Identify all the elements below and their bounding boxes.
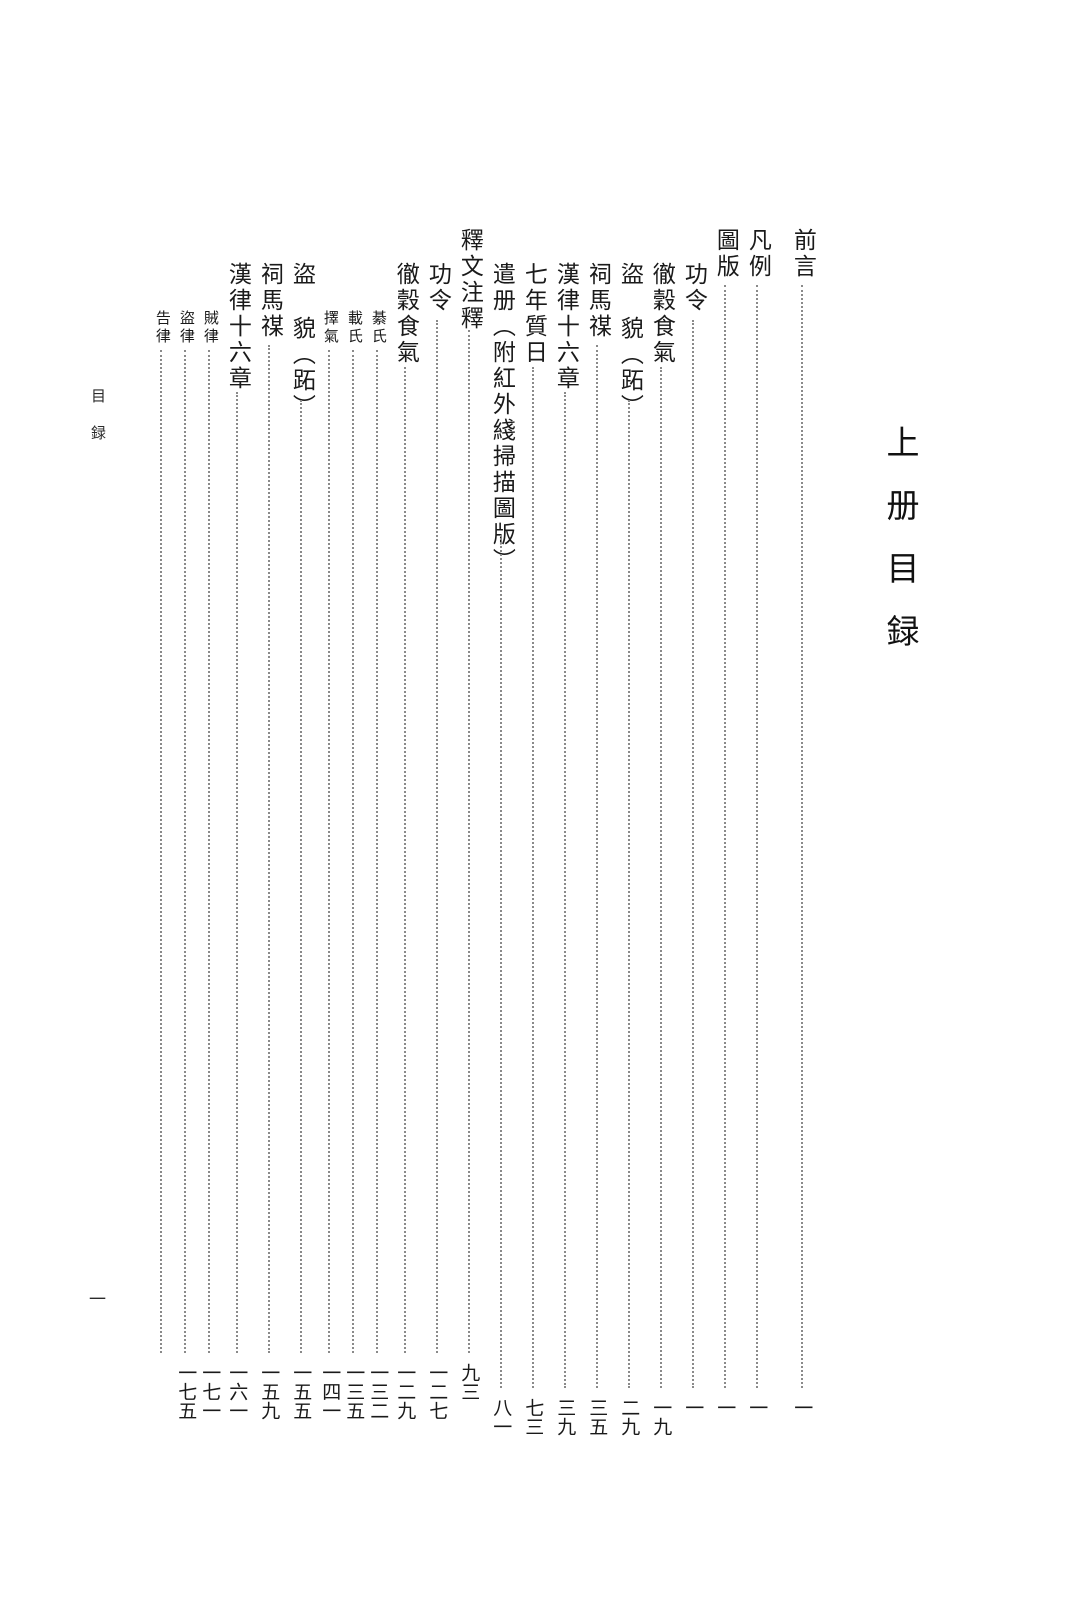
toc-entry-label: 祠馬禖 [257, 262, 283, 340]
toc-entry-label: 漢律十六章 [225, 262, 251, 392]
toc-entry-sw-gongling[interactable]: 功令 [425, 262, 451, 314]
toc-entry-label: 漢律十六章 [553, 262, 579, 392]
toc-page-number: 一三五 [343, 1363, 365, 1420]
toc-leader-dots [801, 285, 803, 1388]
toc-entry-label: 盜 貌（跖） [617, 262, 643, 420]
toc-leader-dots [628, 400, 630, 1388]
toc-page-number: 七三 [522, 1398, 544, 1436]
toc-leader-dots [756, 285, 758, 1388]
toc-entry-sw-cimamei[interactable]: 祠馬禖 [257, 262, 283, 340]
toc-entry-sw-zeilv[interactable]: 賊律 [201, 310, 218, 346]
toc-entry-sw-daolv[interactable]: 盜律 [177, 310, 194, 346]
toc-page-number: 九三 [458, 1363, 480, 1401]
toc-entry-label: 告律 [153, 310, 170, 346]
toc-page-number: 一 [746, 1398, 768, 1417]
toc-leader-dots [468, 330, 470, 1353]
toc-leader-dots [436, 320, 438, 1353]
toc-page-number: 三九 [554, 1398, 576, 1436]
toc-entry-tuban-cimamei[interactable]: 祠馬禖 [585, 262, 611, 340]
toc-entry-tuban-cheguo[interactable]: 徹穀食氣 [649, 262, 675, 366]
toc-page-number: 一五九 [258, 1363, 280, 1420]
toc-leader-dots [208, 350, 210, 1353]
toc-leader-dots [692, 320, 694, 1388]
toc-entry-sw-zaishi[interactable]: 載氏 [345, 310, 362, 346]
toc-entry-label: 凡例 [745, 228, 771, 280]
toc-page-number: 八一 [490, 1398, 512, 1436]
toc-page-number: 一四一 [319, 1363, 341, 1420]
toc-leader-dots [660, 367, 662, 1388]
toc-entry-tuban-qiance[interactable]: 遣册（附紅外綫掃描圖版） [489, 262, 515, 574]
toc-entry-qianyan[interactable]: 前言 [790, 228, 816, 280]
toc-entry-sw-qishi[interactable]: 綦氏 [369, 310, 386, 346]
toc-page-number: 三五 [586, 1398, 608, 1436]
toc-entry-tuban-daozhi[interactable]: 盜 貌（跖） [617, 262, 643, 420]
toc-entry-label: 盜律 [177, 310, 194, 346]
toc-entry-label: 釋文注釋 [457, 228, 483, 332]
toc-page-number: 一九 [650, 1398, 672, 1436]
toc-leader-dots [376, 350, 378, 1353]
toc-entry-label: 七年質日 [521, 262, 547, 366]
page-title: 上册目録 [881, 425, 917, 677]
toc-page-number: 一二九 [394, 1363, 416, 1420]
toc-entry-label: 綦氏 [369, 310, 386, 346]
toc-entry-shiwen[interactable]: 釋文注釋 [457, 228, 483, 332]
toc-entry-tuban-gongling[interactable]: 功令 [681, 262, 707, 314]
toc-leader-dots [184, 350, 186, 1353]
toc-entry-label: 功令 [681, 262, 707, 314]
toc-entry-fanli[interactable]: 凡例 [745, 228, 771, 280]
toc-entry-label: 盜 貌（跖） [289, 262, 315, 420]
toc-entry-sw-zeqi[interactable]: 擇氣 [321, 310, 338, 346]
toc-page-number: 一 [791, 1398, 813, 1417]
toc-page-number: 一五五 [290, 1363, 312, 1420]
toc-leader-dots [724, 285, 726, 1388]
toc-leader-dots [268, 345, 270, 1353]
toc-page-number: 一 [714, 1398, 736, 1417]
toc-entry-label: 徹穀食氣 [649, 262, 675, 366]
folio-number: 一 [86, 1290, 105, 1307]
toc-leader-dots [596, 345, 598, 1388]
toc-entry-tuban[interactable]: 圖版 [713, 228, 739, 280]
toc-entry-sw-daozhi[interactable]: 盜 貌（跖） [289, 262, 315, 420]
toc-page-number: 一七五 [175, 1363, 197, 1420]
toc-page-number: 一六一 [226, 1363, 248, 1420]
toc-leader-dots [160, 350, 162, 1353]
toc-entry-tuban-hanlv[interactable]: 漢律十六章 [553, 262, 579, 392]
toc-entry-label: 賊律 [201, 310, 218, 346]
toc-entry-label: 圖版 [713, 228, 739, 280]
toc-page-number: 一七一 [199, 1363, 221, 1420]
toc-page-number: 二九 [618, 1398, 640, 1436]
toc-entry-label: 祠馬禖 [585, 262, 611, 340]
toc-page-number: 一三二 [367, 1363, 389, 1420]
toc-entry-tuban-qinian[interactable]: 七年質日 [521, 262, 547, 366]
toc-leader-dots [352, 350, 354, 1353]
toc-leader-dots [236, 392, 238, 1353]
toc-entry-label: 功令 [425, 262, 451, 314]
toc-entry-label: 徹穀食氣 [393, 262, 419, 366]
toc-entry-label: 遣册（附紅外綫掃描圖版） [489, 262, 515, 574]
toc-entry-label: 載氏 [345, 310, 362, 346]
toc-leader-dots [300, 400, 302, 1353]
toc-leader-dots [500, 535, 502, 1388]
toc-entry-sw-cheguo[interactable]: 徹穀食氣 [393, 262, 419, 366]
toc-entry-label: 前言 [790, 228, 816, 280]
toc-leader-dots [328, 350, 330, 1353]
toc-page-number: 一 [682, 1398, 704, 1417]
toc-entry-label: 擇氣 [321, 310, 338, 346]
toc-leader-dots [404, 367, 406, 1353]
toc-leader-dots [532, 367, 534, 1388]
toc-leader-dots [564, 392, 566, 1388]
toc-entry-sw-hanlv[interactable]: 漢律十六章 [225, 262, 251, 392]
toc-page-number: 一二七 [426, 1363, 448, 1420]
toc-entry-sw-gaolv[interactable]: 告律 [153, 310, 170, 346]
running-header: 目録 [89, 388, 105, 462]
